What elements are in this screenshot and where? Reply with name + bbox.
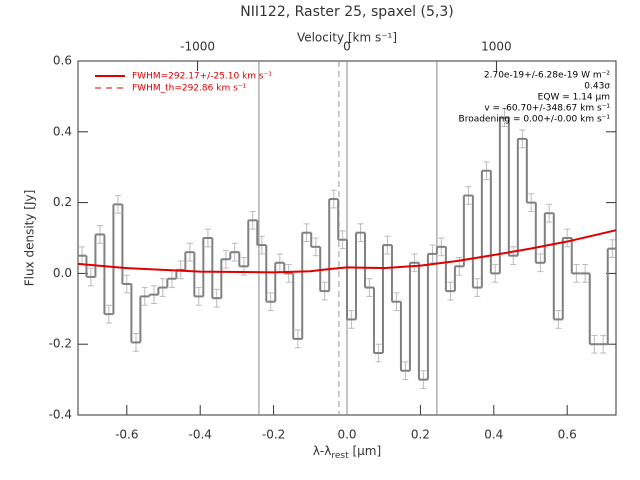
y-axis-label: Flux density [Jy] xyxy=(23,190,37,287)
chart-title: NII122, Raster 25, spaxel (5,3) xyxy=(240,4,453,20)
x-tick-label: 0.0 xyxy=(337,428,356,442)
legend-label: FWHM_th=292.86 km s⁻¹ xyxy=(132,84,247,94)
y-tick-label: 0.6 xyxy=(53,54,72,68)
y-tick-label: -0.4 xyxy=(49,408,72,422)
x-tick-label: -0.6 xyxy=(115,428,138,442)
annotation: 2.70e-19+/-6.28e-19 W m⁻² xyxy=(484,71,611,81)
y-tick-label: -0.2 xyxy=(49,337,72,351)
y-tick-label: 0.4 xyxy=(53,124,72,138)
legend-label: FWHM=292.17+/-25.10 km s⁻¹ xyxy=(132,72,272,82)
annotation: EQW = 1.14 μm xyxy=(538,93,610,103)
x-tick-label: -0.4 xyxy=(188,428,211,442)
x-tick-label: 0.2 xyxy=(411,428,430,442)
x-axis-label: λ-λrest [μm] xyxy=(313,444,381,461)
x-tick-label: -0.2 xyxy=(262,428,285,442)
x2-tick-label: 0 xyxy=(343,40,351,54)
x-tick-label: 0.6 xyxy=(558,428,577,442)
annotation: 0.43σ xyxy=(584,82,610,92)
fit-line xyxy=(78,229,616,274)
annotation: v = -60.70+/-348.67 km s⁻¹ xyxy=(484,104,610,114)
x2-tick-label: 1000 xyxy=(481,40,512,54)
x2-axis-label: Velocity [km s⁻¹] xyxy=(297,31,397,45)
x2-tick-label: -1000 xyxy=(180,40,215,54)
x-tick-label: 0.4 xyxy=(484,428,503,442)
y-tick-label: 0.0 xyxy=(53,266,72,280)
y-tick-label: 0.2 xyxy=(53,195,72,209)
annotation: Broadening = 0.00+/-0.00 km s⁻¹ xyxy=(459,115,611,125)
